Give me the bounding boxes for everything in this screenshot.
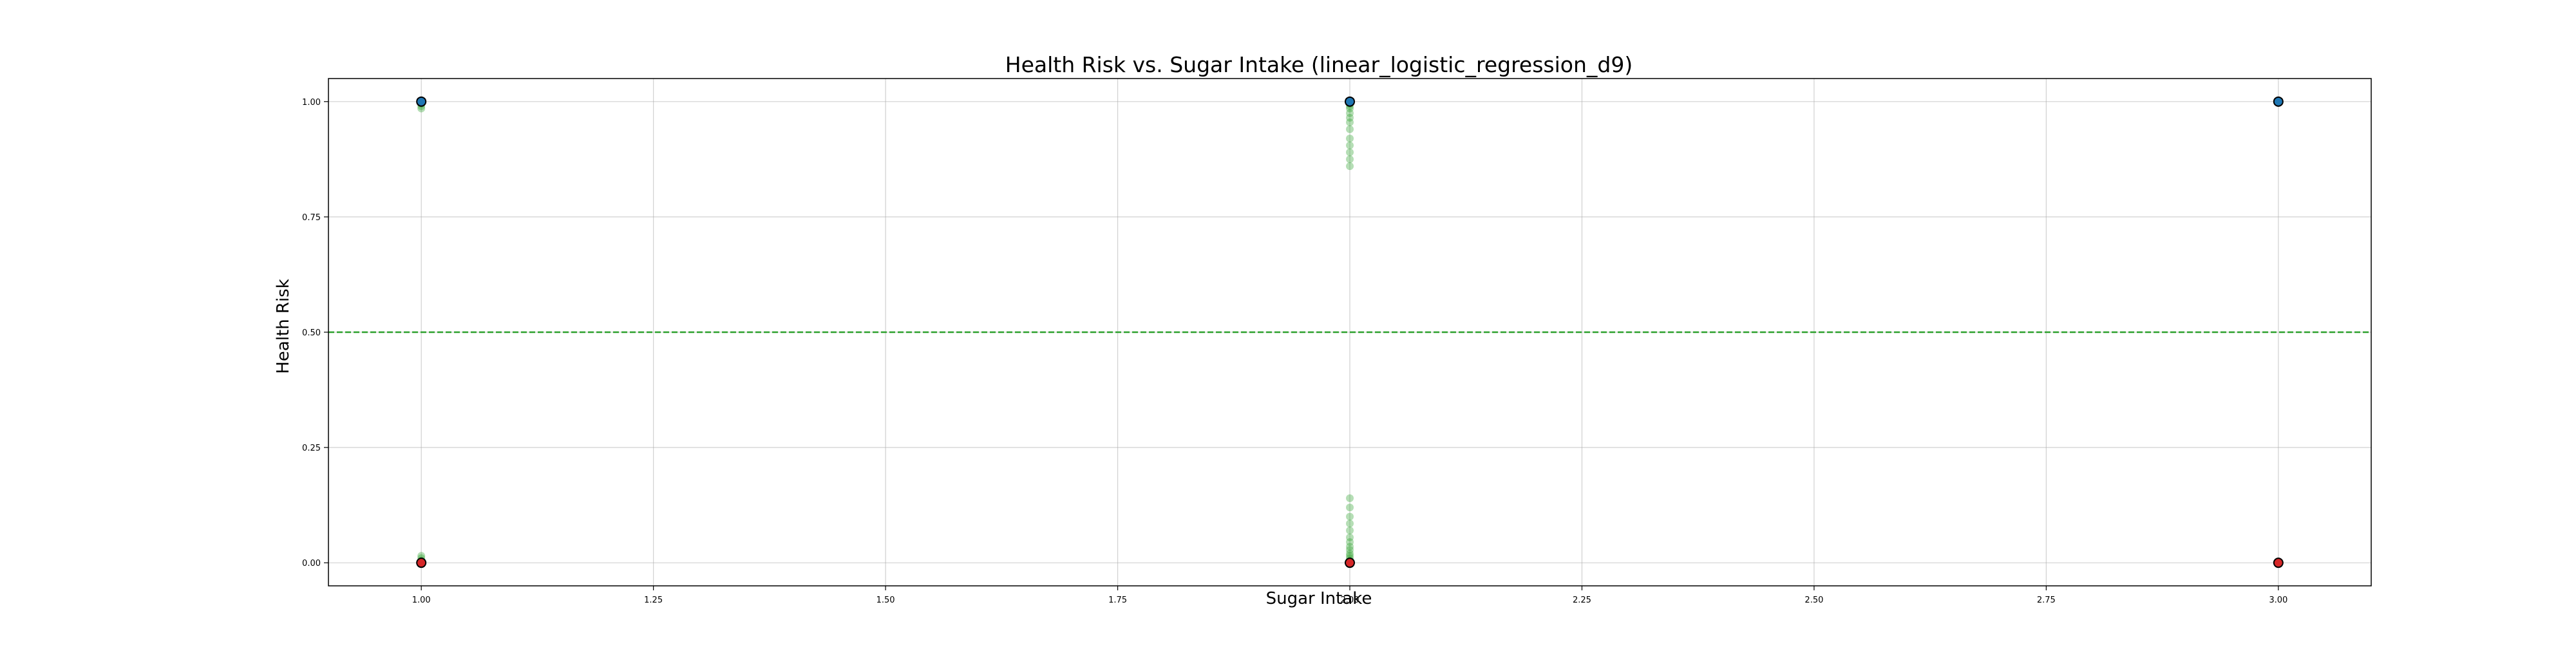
x-tick-label: 3.00 [2269,595,2287,605]
actual-point-low [2273,558,2284,568]
predicted-point [1346,552,1354,560]
actual-point-low [416,558,427,568]
predicted-point [417,104,426,113]
y-axis-label: Health Risk [274,279,293,374]
y-tick-label: 0.25 [302,444,321,453]
x-tick-label: 2.75 [2037,595,2056,605]
y-tick-label: 0.50 [302,328,321,338]
predicted-point [1346,113,1354,122]
x-axis-label: Sugar Intake [1266,589,1372,608]
predicted-point [1346,155,1354,164]
x-tick-label: 2.00 [1341,595,1359,605]
y-tick-label: 0.00 [302,559,321,568]
predicted-point [1346,520,1354,528]
x-tick-label: 2.25 [1573,595,1591,605]
predicted-point [417,552,426,560]
predicted-point [1346,162,1354,171]
predicted-point [1346,135,1354,143]
predicted-point [1346,533,1354,541]
actual-point-low [1345,558,1355,568]
predicted-point [1346,494,1354,502]
predicted-point [1346,118,1354,127]
predicted-point [1346,527,1354,535]
predicted-point [1346,503,1354,512]
x-tick-label: 2.50 [1804,595,1823,605]
x-tick-label: 1.00 [412,595,431,605]
actual-point-high [416,96,427,107]
predicted-point [1346,125,1354,133]
predicted-point [1346,104,1354,113]
actual-point-high [2273,96,2284,107]
chart-title: Health Risk vs. Sugar Intake (linear_log… [1005,52,1633,77]
y-tick-label: 1.00 [302,98,321,108]
predicted-point [1346,512,1354,521]
predicted-point [1346,109,1354,117]
predicted-point [1346,549,1354,558]
x-tick-label: 1.25 [644,595,663,605]
x-tick-label: 1.50 [876,595,895,605]
x-tick-label: 1.75 [1108,595,1127,605]
predicted-point [1346,543,1354,551]
actual-point-high [1345,96,1355,107]
axis-ticks: 1.00 1.25 1.50 1.75 2.00 2.25 2.50 2.75 3.00 0.00… [302,98,2287,605]
predicted-point [1346,538,1354,546]
scatter-points [416,96,2284,568]
predicted-point [1346,141,1354,149]
predicted-point [1346,148,1354,156]
y-tick-label: 0.75 [302,213,321,223]
predicted-point [1346,546,1354,554]
